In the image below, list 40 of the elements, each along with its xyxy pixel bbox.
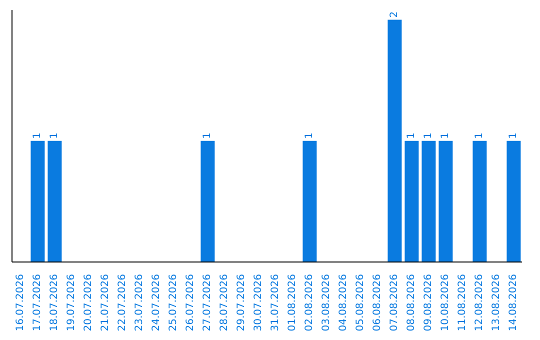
x-tick-label: 14.08.2026 [508, 274, 519, 332]
x-tick-label: 08.08.2026 [406, 274, 417, 332]
x-tick-label: 13.08.2026 [491, 274, 502, 332]
x-tick-label: 29.07.2026 [236, 274, 247, 332]
x-tick-label: 16.07.2026 [15, 274, 26, 332]
x-tick-label: 07.08.2026 [389, 274, 400, 332]
x-tick-label: 31.07.2026 [270, 274, 281, 332]
data-label: 1 [49, 132, 60, 139]
x-tick-label: 04.08.2026 [338, 274, 349, 332]
x-tick-label: 25.07.2026 [168, 274, 179, 332]
data-label: 1 [474, 132, 486, 139]
data-label: 2 [389, 11, 400, 18]
x-tick-label: 03.08.2026 [321, 274, 332, 332]
x-tick-label: 21.07.2026 [100, 274, 111, 332]
x-tick-label: 26.07.2026 [185, 274, 196, 332]
x-tick-label: 27.07.2026 [202, 274, 213, 332]
data-label: 1 [406, 132, 418, 139]
data-label: 1 [202, 132, 214, 139]
x-tick-label: 28.07.2026 [219, 274, 230, 332]
data-label: 1 [508, 132, 520, 139]
x-tick-label: 17.07.2026 [32, 274, 43, 332]
x-tick-label: 18.07.2026 [49, 274, 60, 332]
data-label: 1 [423, 132, 434, 139]
x-tick-label: 01.08.2026 [287, 274, 298, 332]
x-tick-label: 20.07.2026 [83, 274, 94, 332]
data-label: 1 [304, 132, 316, 139]
x-tick-label: 22.07.2026 [117, 274, 128, 332]
x-tick-label: 06.08.2026 [372, 274, 383, 332]
x-tick-label: 24.07.2026 [151, 274, 162, 332]
data-label: 1 [440, 132, 452, 139]
x-tick-label: 11.08.2026 [457, 274, 468, 332]
x-tick-label: 09.08.2026 [423, 274, 434, 332]
x-tick-label: 19.07.2026 [66, 274, 77, 332]
data-label: 1 [32, 132, 44, 139]
x-tick-label: 02.08.2026 [304, 274, 315, 332]
x-tick-label: 30.07.2026 [253, 274, 264, 332]
x-tick-label: 23.07.2026 [134, 274, 145, 332]
x-tick-label: 05.08.2026 [355, 274, 366, 332]
x-tick-label: 12.08.2026 [474, 274, 485, 332]
x-tick-label: 10.08.2026 [440, 274, 451, 332]
